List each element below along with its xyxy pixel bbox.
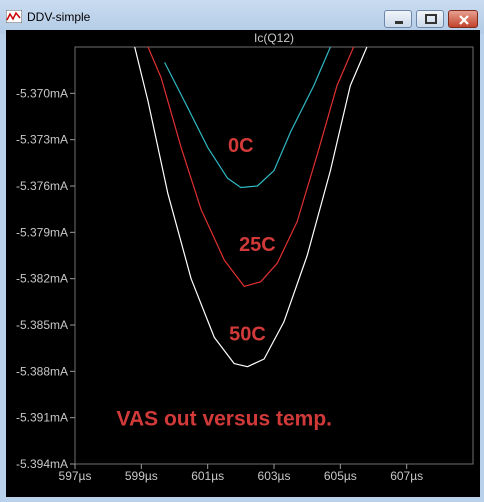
minimize-icon: [395, 21, 403, 24]
window-title: DDV-simple: [27, 10, 91, 24]
x-tick-label: 599µs: [125, 469, 158, 483]
chart-title: Ic(Q12): [254, 31, 294, 45]
y-tick-label: -5.385mA: [16, 318, 68, 332]
minimize-button[interactable]: [384, 10, 412, 28]
annotation-label: 50C: [229, 323, 266, 345]
maximize-button[interactable]: [416, 10, 444, 28]
maximize-icon: [425, 14, 437, 24]
x-tick-label: 607µs: [390, 469, 423, 483]
annotation-label: VAS out versus temp.: [117, 407, 333, 430]
x-tick-label: 597µs: [59, 469, 92, 483]
x-tick-label: 605µs: [324, 469, 357, 483]
series-line-50C: [134, 47, 368, 368]
title-bar[interactable]: DDV-simple: [0, 0, 484, 34]
y-tick-label: -5.394mA: [16, 457, 68, 471]
y-tick-label: -5.391mA: [16, 411, 68, 425]
waveform-app-icon: [6, 10, 22, 23]
annotation-label: 25C: [239, 234, 276, 256]
y-tick-label: -5.376mA: [16, 179, 68, 193]
y-tick-label: -5.382mA: [16, 272, 68, 286]
series-line-25C: [147, 47, 355, 287]
close-icon: [459, 15, 469, 25]
waveform-plot[interactable]: Ic(Q12) -5.370mA -5.373mA -5.376mA -5.379mA -…: [6, 30, 480, 497]
annotation-label: 0C: [228, 135, 254, 157]
close-button[interactable]: [448, 10, 478, 28]
y-tick-label: -5.388mA: [16, 364, 68, 378]
y-tick-label: -5.373mA: [16, 133, 68, 147]
x-tick-label: 601µs: [191, 469, 224, 483]
y-tick-label: -5.370mA: [16, 86, 68, 100]
plot-pane[interactable]: Ic(Q12) -5.370mA -5.373mA -5.376mA -5.379mA -…: [6, 30, 480, 497]
series-line-0C: [164, 47, 331, 189]
y-tick-label: -5.379mA: [16, 225, 68, 239]
x-tick-label: 603µs: [258, 469, 291, 483]
